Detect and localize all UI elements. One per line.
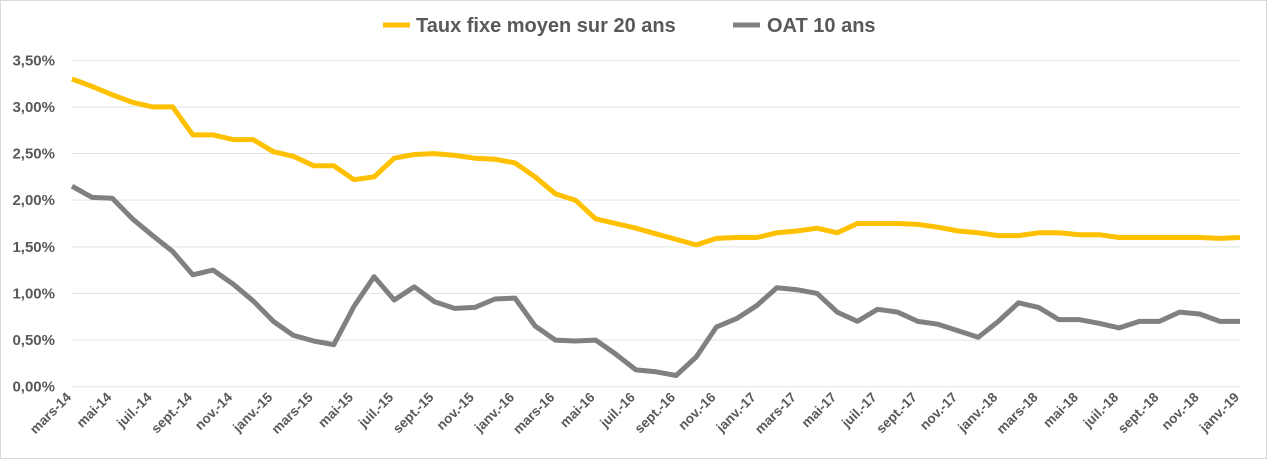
y-tick-label: 0,00% (12, 379, 55, 396)
y-tick-label: 0,50% (12, 332, 55, 349)
series-points-1 (71, 186, 1241, 376)
y-axis-labels: 0,00% 0,50% 1,00% 1,50% 2,00% 2,50% 3,00% 3,50% (12, 52, 55, 395)
y-tick-label: 3,50% (12, 52, 55, 69)
legend-label-taux-fixe: Taux fixe moyen sur 20 ans (416, 15, 676, 37)
y-tick-label: 2,00% (12, 192, 55, 209)
y-tick-label: 1,00% (12, 285, 55, 302)
legend-label-oat: OAT 10 ans (767, 15, 876, 37)
series-points-0 (71, 78, 1241, 246)
series-lines (70, 76, 1241, 378)
y-tick-label: 3,00% (12, 99, 55, 116)
y-tick-label: 1,50% (12, 239, 55, 256)
y-tick-label: 2,50% (12, 146, 55, 163)
gridlines (72, 59, 1240, 388)
legend: Taux fixe moyen sur 20 ans OAT 10 ans (383, 15, 876, 37)
